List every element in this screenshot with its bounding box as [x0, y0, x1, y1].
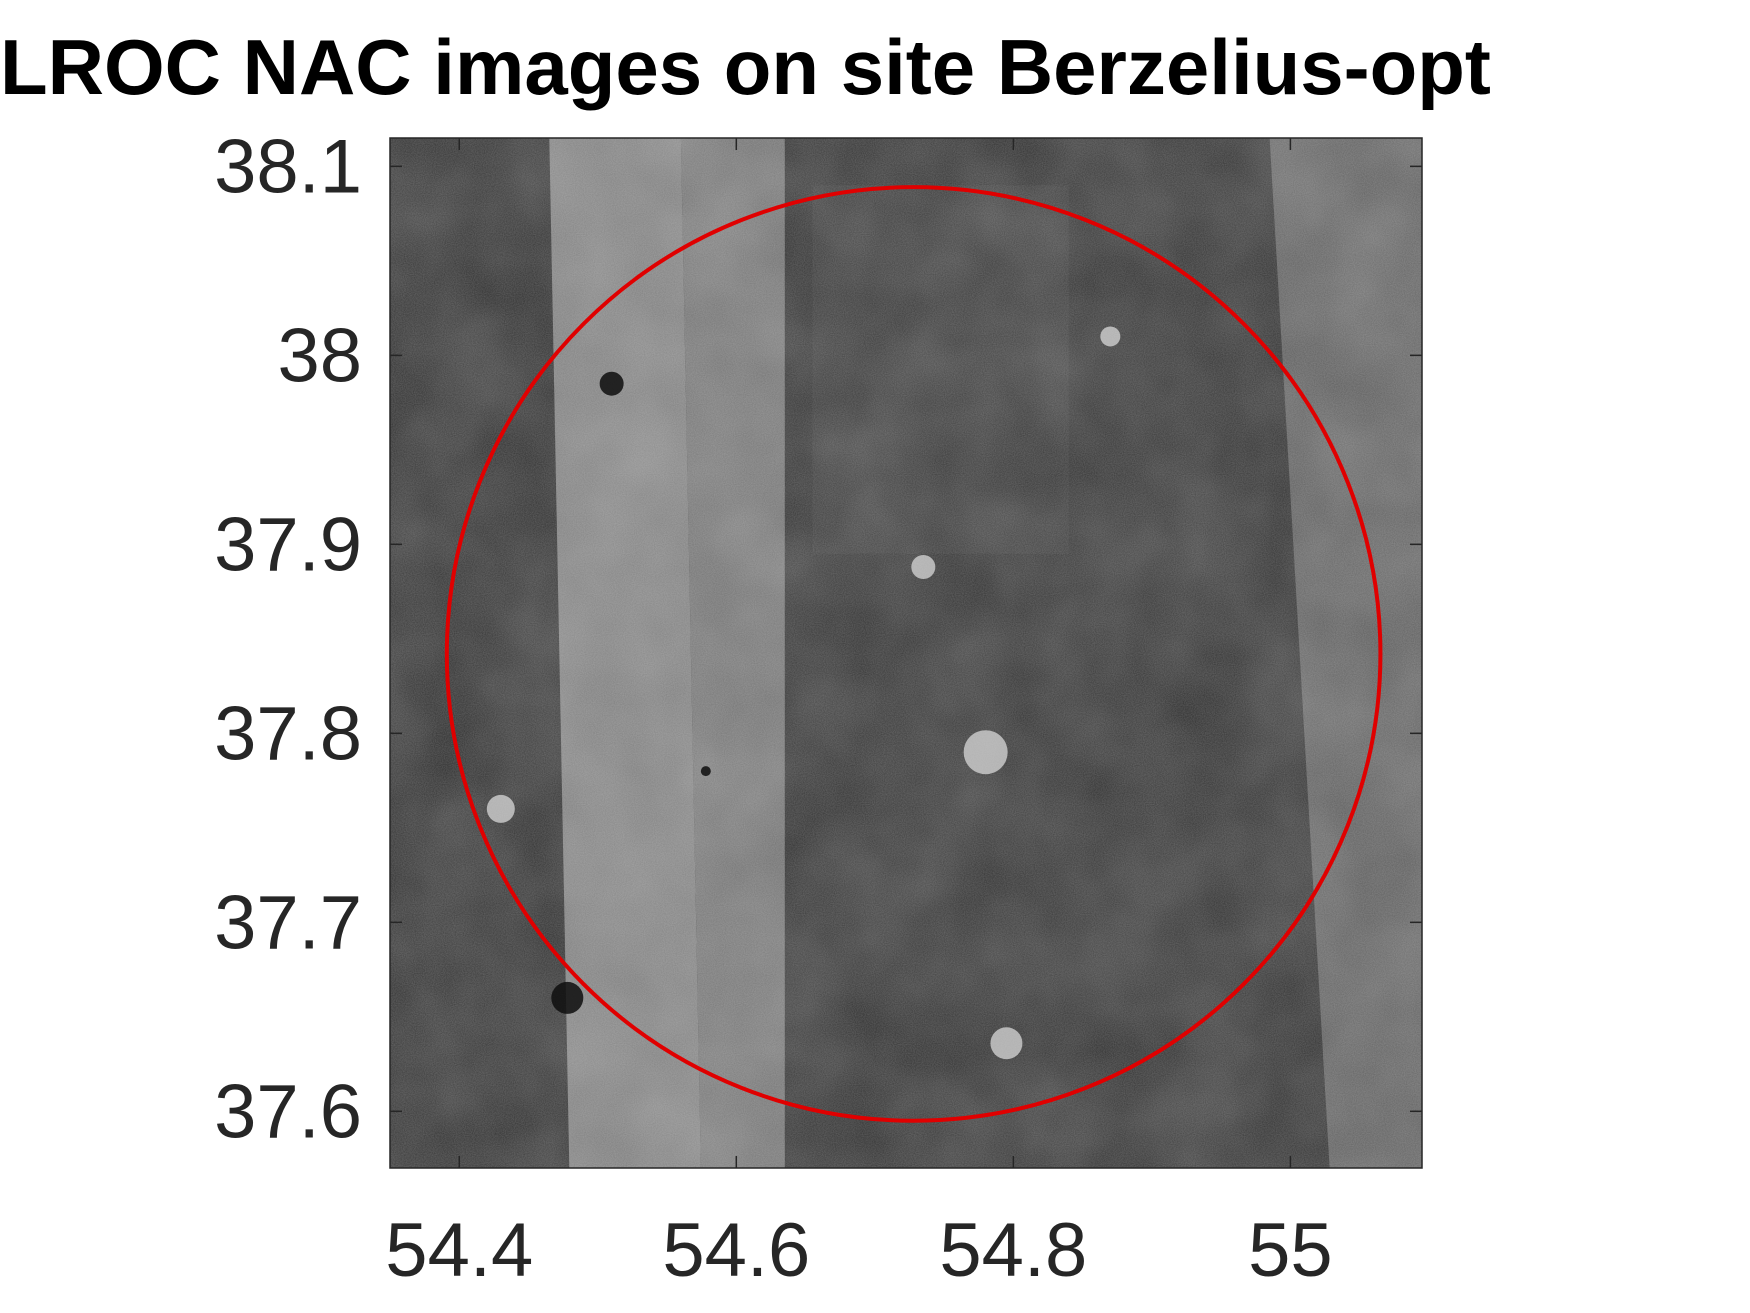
axes-box — [389, 137, 1423, 1169]
dark-crater — [700, 766, 711, 777]
y-tick-label: 38.1 — [214, 124, 362, 209]
dark-crater — [599, 371, 624, 396]
x-tick-label: 54.6 — [662, 1208, 810, 1293]
bright-crater — [963, 730, 1008, 775]
dark-crater — [551, 981, 584, 1014]
x-tick-label: 55 — [1248, 1208, 1333, 1293]
bright-crater — [911, 555, 936, 580]
x-axis-tick-labels: 54.4 54.6 54.8 55 — [385, 1208, 1332, 1293]
x-tick-label: 54.4 — [385, 1208, 533, 1293]
y-tick-label: 38 — [277, 313, 362, 398]
lunar-image-mosaic — [390, 138, 1422, 1195]
y-tick-label: 37.6 — [214, 1069, 362, 1154]
image-texture-grain — [390, 138, 1422, 1168]
y-tick-label: 37.7 — [214, 880, 362, 965]
site-circle — [444, 185, 1383, 1123]
bright-crater — [1100, 326, 1121, 347]
x-tick-label: 54.8 — [939, 1208, 1087, 1293]
bright-crater — [742, 1179, 758, 1195]
y-tick-label: 37.8 — [214, 691, 362, 776]
y-axis-tick-labels: 37.6 37.7 37.8 37.9 38 38.1 — [214, 124, 362, 1154]
site-overlay — [444, 185, 1383, 1123]
y-tick-label: 37.9 — [214, 502, 362, 587]
bright-crater — [990, 1027, 1023, 1060]
bright-crater — [486, 794, 515, 823]
axis-ticks — [390, 138, 1422, 1168]
chart-title: LROC NAC images on site Berzelius-opt — [0, 23, 1491, 111]
